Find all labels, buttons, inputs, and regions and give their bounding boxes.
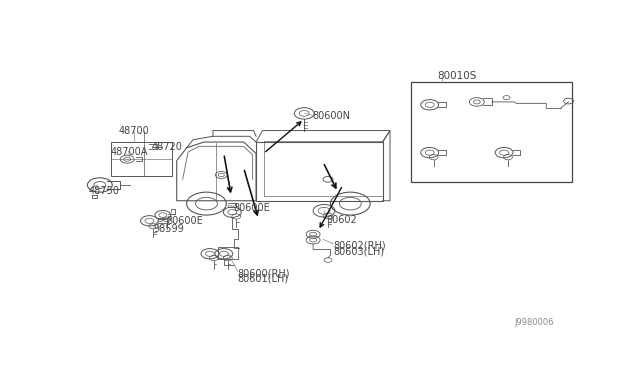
Text: 98599: 98599 bbox=[154, 224, 184, 234]
Bar bbox=[111, 142, 172, 176]
Text: 48700A: 48700A bbox=[111, 147, 148, 157]
Text: 80600E: 80600E bbox=[234, 203, 271, 213]
Text: 48720: 48720 bbox=[152, 142, 183, 152]
Text: 80600E: 80600E bbox=[167, 216, 204, 226]
Text: 80600N: 80600N bbox=[312, 111, 350, 121]
Text: J9980006: J9980006 bbox=[514, 318, 554, 327]
Bar bbox=[412, 82, 572, 182]
Text: 90602: 90602 bbox=[326, 215, 356, 225]
Text: 80601(LH): 80601(LH) bbox=[237, 274, 289, 284]
Text: 80602(RH): 80602(RH) bbox=[333, 241, 385, 251]
Text: 80010S: 80010S bbox=[437, 71, 477, 81]
Text: 80600(RH): 80600(RH) bbox=[237, 268, 290, 278]
Text: 48700: 48700 bbox=[118, 126, 149, 135]
Text: 80603(LH): 80603(LH) bbox=[333, 246, 384, 256]
Text: 48750: 48750 bbox=[89, 186, 120, 196]
